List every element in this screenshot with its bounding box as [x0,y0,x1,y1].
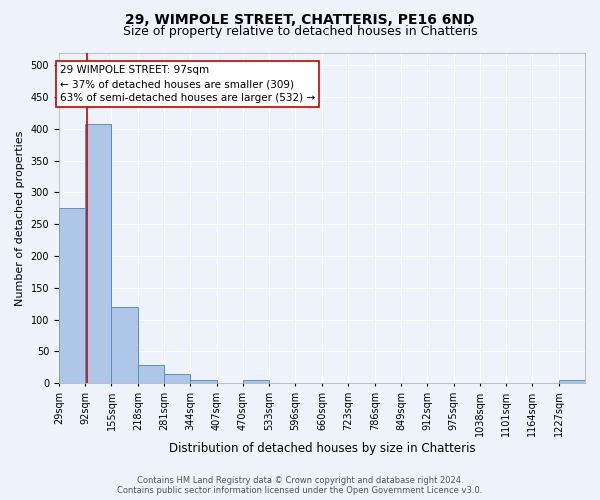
Text: Size of property relative to detached houses in Chatteris: Size of property relative to detached ho… [122,25,478,38]
Bar [138,366,164,383]
Bar [243,380,269,383]
X-axis label: Distribution of detached houses by size in Chatteris: Distribution of detached houses by size … [169,442,475,455]
Bar [59,208,85,383]
Bar [559,380,585,383]
Bar [190,380,217,383]
Bar [85,124,112,383]
Bar [164,374,190,383]
Text: 29 WIMPOLE STREET: 97sqm
← 37% of detached houses are smaller (309)
63% of semi-: 29 WIMPOLE STREET: 97sqm ← 37% of detach… [60,65,315,103]
Bar [112,307,138,383]
Y-axis label: Number of detached properties: Number of detached properties [15,130,25,306]
Text: Contains HM Land Registry data © Crown copyright and database right 2024.
Contai: Contains HM Land Registry data © Crown c… [118,476,482,495]
Text: 29, WIMPOLE STREET, CHATTERIS, PE16 6ND: 29, WIMPOLE STREET, CHATTERIS, PE16 6ND [125,12,475,26]
